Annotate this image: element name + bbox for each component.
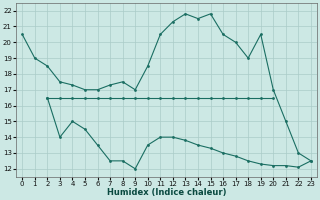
X-axis label: Humidex (Indice chaleur): Humidex (Indice chaleur) (107, 188, 226, 197)
